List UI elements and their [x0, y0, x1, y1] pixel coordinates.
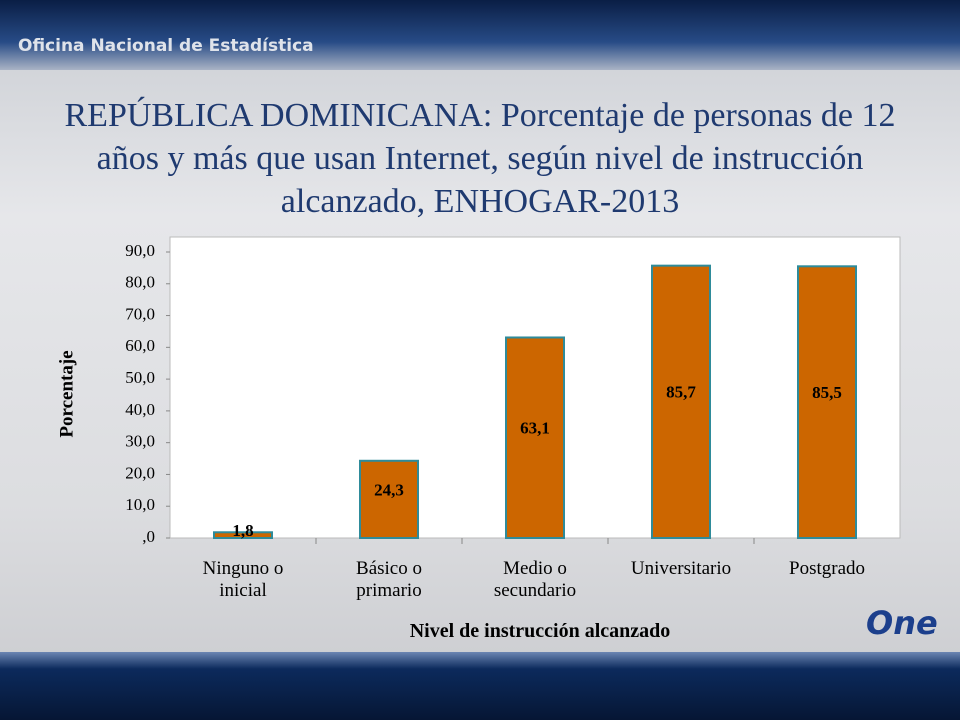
bar [359, 459, 419, 539]
data-label: 1,8 [232, 521, 253, 540]
bottom-bar [0, 652, 960, 720]
y-tick-label: 70,0 [125, 304, 155, 323]
logo: One [866, 604, 938, 642]
x-tick-label: Postgrado [789, 558, 865, 579]
y-tick-label: 90,0 [125, 241, 155, 260]
data-label: 24,3 [374, 480, 404, 499]
top-bar [0, 0, 960, 70]
bar [797, 265, 857, 539]
y-tick-label: 50,0 [125, 368, 155, 387]
bar [505, 336, 565, 539]
header: Oficina Nacional de Estadística [18, 36, 314, 56]
x-tick-label: Ninguno o inicial [202, 558, 284, 601]
x-tick-label: Medio o secundario [493, 558, 577, 601]
y-tick-label: 20,0 [125, 463, 155, 482]
chart-title: REPÚBLICA DOMINICANA: Porcentaje de pers… [64, 97, 896, 220]
bar [213, 531, 273, 540]
y-tick-label: 40,0 [125, 400, 155, 419]
y-tick-label: 60,0 [125, 336, 155, 355]
x-tick-label: Universitario [630, 558, 732, 579]
data-label: 85,7 [666, 383, 696, 402]
y-tick-label: ,0 [142, 527, 155, 546]
data-label: 85,5 [812, 383, 842, 402]
y-tick-label: 10,0 [125, 495, 155, 514]
y-axis-label: Porcentaje [56, 350, 77, 437]
data-label: 63,1 [520, 419, 550, 438]
x-axis-label: Nivel de instrucción alcanzado [409, 620, 671, 642]
bar [651, 264, 711, 539]
x-tick-label: Básico o primario [356, 558, 422, 601]
y-tick-label: 30,0 [125, 432, 155, 451]
y-tick-label: 80,0 [125, 273, 155, 292]
